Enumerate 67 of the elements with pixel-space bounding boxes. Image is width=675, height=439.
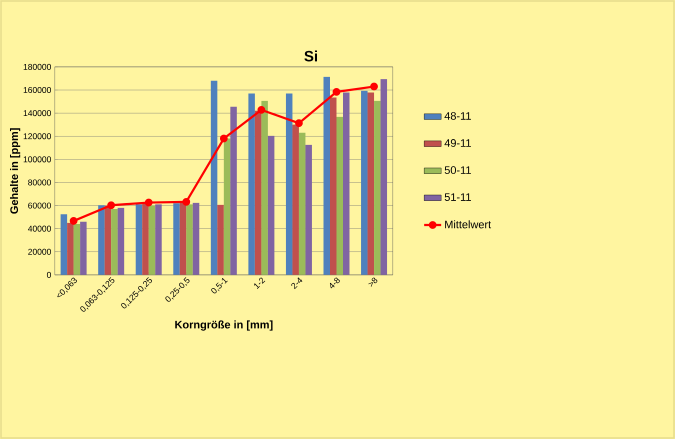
point bbox=[332, 88, 340, 96]
bar bbox=[230, 106, 237, 275]
point bbox=[370, 82, 378, 90]
bar bbox=[104, 206, 112, 275]
bar bbox=[142, 203, 149, 275]
y-tick-label: 0 bbox=[46, 272, 51, 278]
legend-label: 51-11 bbox=[444, 193, 471, 201]
legend-label: 50-11 bbox=[444, 166, 471, 174]
point bbox=[144, 198, 153, 206]
bar bbox=[74, 224, 80, 275]
bar bbox=[210, 80, 218, 275]
y-tick-label: 20000 bbox=[28, 248, 51, 255]
x-tick-label: 2-4 bbox=[291, 277, 302, 290]
bar bbox=[224, 138, 230, 275]
bar bbox=[298, 132, 306, 275]
point bbox=[220, 134, 228, 142]
y-tick-label: 100000 bbox=[24, 156, 51, 162]
bar bbox=[254, 110, 262, 275]
bar bbox=[305, 144, 312, 275]
bar bbox=[111, 209, 118, 275]
point bbox=[182, 198, 190, 206]
bar bbox=[60, 214, 68, 275]
chart-title: Si bbox=[304, 50, 318, 62]
bar bbox=[323, 76, 330, 275]
point bbox=[257, 106, 266, 114]
bar bbox=[217, 204, 224, 275]
bar bbox=[292, 124, 299, 275]
bar bbox=[136, 204, 142, 275]
bar bbox=[374, 100, 381, 275]
legend-label: 48-11 bbox=[444, 112, 471, 120]
bar bbox=[380, 79, 388, 275]
y-tick-label: 180000 bbox=[24, 64, 51, 70]
y-axis-title: Gehalte in [ppm] bbox=[10, 128, 20, 214]
bar bbox=[155, 204, 162, 275]
point bbox=[107, 201, 116, 210]
bar bbox=[261, 100, 268, 275]
bar bbox=[336, 116, 343, 275]
bar bbox=[342, 92, 350, 275]
y-tick-label: 160000 bbox=[24, 87, 51, 94]
y-tick-label: 60000 bbox=[28, 202, 51, 209]
y-tick-label: 80000 bbox=[28, 179, 51, 186]
point bbox=[295, 119, 303, 128]
bar bbox=[192, 202, 200, 275]
legend-label: 49-11 bbox=[444, 139, 471, 147]
bar bbox=[180, 202, 186, 275]
bar bbox=[148, 206, 156, 275]
bar bbox=[118, 208, 124, 275]
bar bbox=[98, 205, 105, 275]
y-tick-label: 140000 bbox=[24, 110, 51, 116]
x-axis-title: Korngröße in [mm] bbox=[175, 320, 273, 331]
point bbox=[70, 217, 78, 225]
legend-label: Mittelwert bbox=[445, 220, 492, 228]
bar bbox=[361, 90, 368, 275]
bar bbox=[80, 222, 87, 275]
bar bbox=[368, 92, 374, 275]
bar bbox=[186, 204, 193, 275]
bar bbox=[268, 136, 274, 275]
bar bbox=[67, 222, 74, 275]
y-tick-label: 120000 bbox=[24, 133, 51, 140]
bar bbox=[248, 93, 255, 275]
x-tick-label: 1-2 bbox=[254, 278, 266, 289]
x-tick-label: 4-8 bbox=[330, 278, 340, 288]
bar bbox=[173, 203, 180, 275]
y-tick-label: 40000 bbox=[28, 226, 51, 232]
bar bbox=[286, 93, 292, 275]
bar bbox=[330, 98, 336, 275]
x-tick-label: >8 bbox=[368, 278, 378, 287]
